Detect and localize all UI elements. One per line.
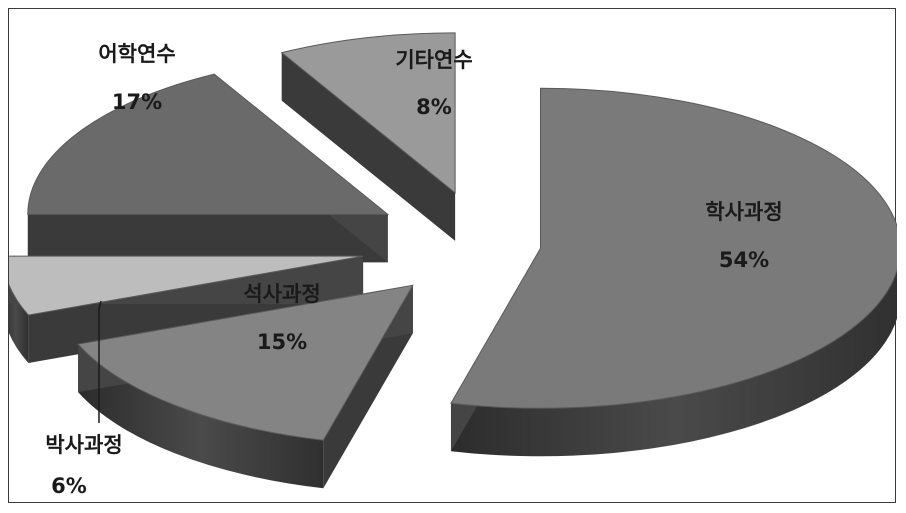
slice-value-label-2: 15% [257,330,307,354]
pie-slice-top-1 [450,87,897,409]
chart-frame: 학사과정 54% 석사과정 15% 박사과정 6% 어학연수 17% 기타연수 8% [8,8,897,503]
pie-slice-top-3 [9,255,364,316]
pie-slice-edge-5-1 [281,52,456,241]
pie-slice-top-2 [77,284,414,441]
pie-slice-side-3 [9,284,29,364]
pie-slice-3 [9,255,364,364]
pie-slice-1 [450,87,897,457]
pie-slice-side-2 [78,344,324,489]
slice-value-label-1: 54% [719,248,769,272]
slice-label-1: 학사과정 [705,200,782,224]
pie-slice-top-5 [280,32,456,194]
slice-label-5: 기타연수 [395,48,472,72]
slice-value-label-4: 17% [112,90,162,114]
slice-label-4: 어학연수 [98,42,175,66]
pie-slice-side-1 [450,270,897,457]
pie-slice-2 [77,284,414,489]
pie-chart: 학사과정 54% 석사과정 15% 박사과정 6% 어학연수 17% 기타연수 8% [9,32,897,498]
pie-slice-4 [27,73,390,263]
slice-value-label-3: 6% [51,474,87,498]
leader-line [98,300,102,423]
slice-label-3: 박사과정 [45,433,122,457]
slice-label-2: 석사과정 [243,282,320,306]
pie-slice-edge-4-1 [27,214,388,263]
slice-value-label-5: 8% [416,95,452,119]
pie-slice-5 [280,32,456,241]
pie-slice-top-4 [27,73,390,215]
